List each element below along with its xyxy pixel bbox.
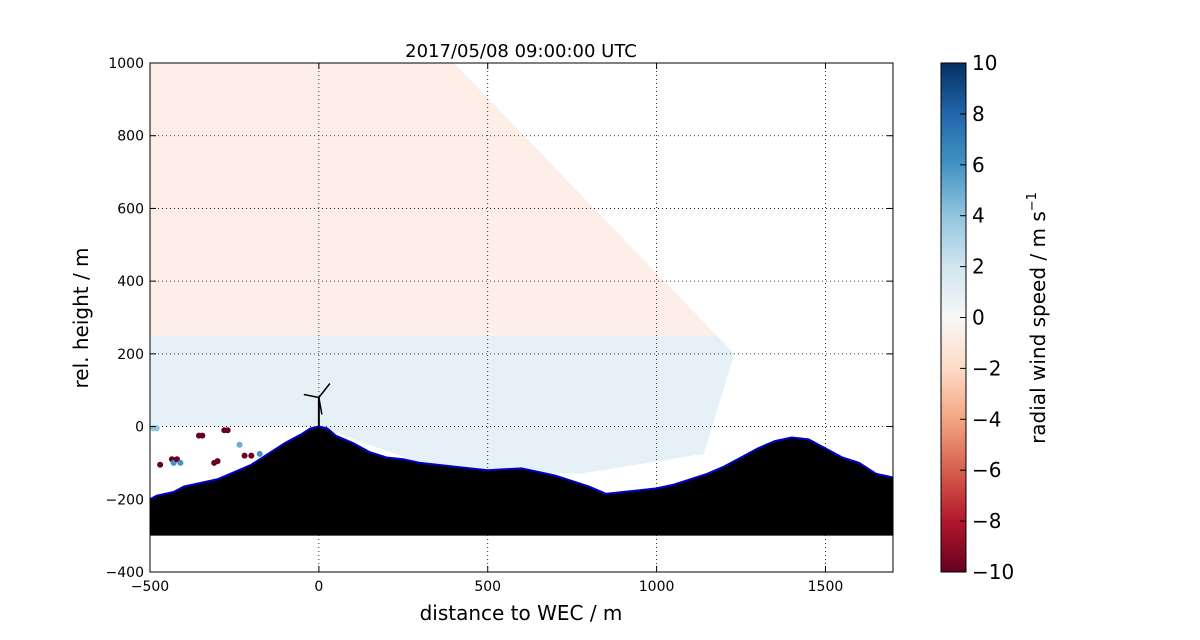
plot-frame bbox=[149, 62, 894, 573]
colorbar-label-superscript: −1 bbox=[1025, 192, 1040, 211]
y-tick-label: −400 bbox=[106, 565, 144, 581]
colorbar-tick-label: 0 bbox=[972, 306, 985, 330]
colorbar-label-text: radial wind speed / m s bbox=[1026, 211, 1050, 444]
y-axis-ticks: −400 −200 0 200 400 600 800 1000 bbox=[106, 56, 893, 581]
colorbar-tick-label: −8 bbox=[972, 509, 1001, 533]
x-axis-ticks: −500 0 500 1000 1500 bbox=[131, 63, 844, 595]
scatter-point bbox=[177, 459, 184, 466]
y-tick-label: 1000 bbox=[108, 56, 144, 72]
wind-field-layer bbox=[150, 335, 735, 427]
colorbar-tick-label: 2 bbox=[972, 255, 985, 279]
y-tick-label: 0 bbox=[135, 420, 144, 436]
turbine-blade bbox=[303, 393, 320, 399]
chart-title: 2017/05/08 09:00:00 UTC bbox=[405, 41, 637, 62]
colorbar-tick-label: −4 bbox=[972, 407, 1001, 431]
plot-area: −500 0 500 1000 1500 −400 −200 0 200 400 600 800 10… bbox=[106, 56, 894, 595]
colorbar-tick-label: −2 bbox=[972, 356, 1001, 380]
scatter-point bbox=[199, 432, 206, 439]
colorbar-tick-label: −10 bbox=[972, 560, 1014, 584]
scatter-point bbox=[224, 427, 231, 434]
terrain-fill bbox=[150, 426, 893, 536]
x-tick-label: −500 bbox=[131, 579, 169, 595]
x-tick-label: 0 bbox=[314, 579, 323, 595]
y-tick-label: 800 bbox=[117, 129, 144, 145]
scatter-point bbox=[214, 458, 221, 465]
y-tick-label: 600 bbox=[117, 201, 144, 217]
y-tick-label: 200 bbox=[117, 347, 144, 363]
wind-turbine-icon bbox=[303, 383, 331, 427]
x-axis-label: distance to WEC / m bbox=[420, 601, 623, 625]
x-tick-label: 1500 bbox=[808, 579, 844, 595]
wind-field bbox=[150, 63, 735, 474]
colorbar-tick-label: 4 bbox=[972, 204, 985, 228]
y-axis-label: rel. height / m bbox=[69, 247, 93, 388]
y-tick-label: −200 bbox=[106, 492, 144, 508]
terrain-outline bbox=[150, 425, 893, 501]
terrain bbox=[150, 425, 893, 536]
colorbar-label: radial wind speed / m s−1 bbox=[1025, 192, 1050, 444]
colorbar-ticks: 10 8 6 4 2 0 −2 −4 −6 −8 −10 bbox=[960, 51, 1014, 584]
y-tick-label: 400 bbox=[117, 274, 144, 290]
colorbar-tick-label: 8 bbox=[972, 102, 985, 126]
wind-field-layer bbox=[150, 63, 735, 336]
turbine-blade bbox=[318, 397, 323, 415]
scatter-point bbox=[241, 452, 248, 459]
scatter-point bbox=[157, 461, 164, 468]
turbine-blade bbox=[318, 383, 331, 398]
x-tick-label: 1000 bbox=[639, 579, 675, 595]
scatter-point bbox=[248, 452, 255, 459]
x-tick-label: 500 bbox=[474, 579, 501, 595]
colorbar-tick-label: 6 bbox=[972, 153, 985, 177]
scatter-point bbox=[236, 441, 243, 448]
scatter-point bbox=[256, 450, 263, 457]
colorbar: 10 8 6 4 2 0 −2 −4 −6 −8 −10 radial wind speed / m… bbox=[940, 51, 1050, 584]
colorbar-tick-label: 10 bbox=[972, 51, 997, 75]
scatter-points bbox=[150, 425, 263, 468]
colorbar-tick-label: −6 bbox=[972, 458, 1001, 482]
